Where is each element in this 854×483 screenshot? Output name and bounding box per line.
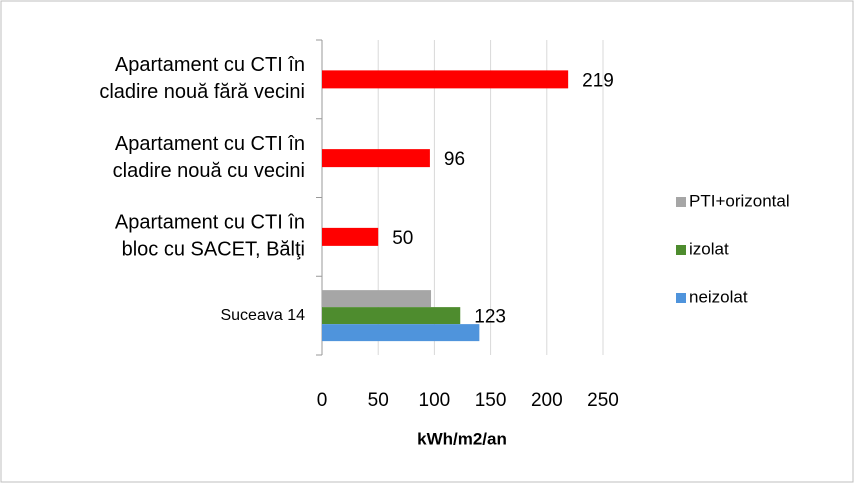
bar (322, 290, 432, 308)
data-label: 96 (444, 149, 465, 170)
bar (322, 307, 461, 325)
x-tick-label: 0 (317, 390, 328, 411)
legend-label: izolat (689, 239, 729, 258)
y-tick-label: bloc cu SACET, Bălţi (122, 239, 305, 261)
y-tick-label: cladire nouă fără vecini (99, 81, 305, 103)
x-axis-title: kWh/m2/an (417, 429, 507, 448)
legend-swatch (676, 197, 686, 207)
legend-label: neizolat (689, 287, 748, 306)
bar (322, 324, 480, 342)
x-tick-label: 150 (475, 390, 507, 411)
bar (322, 227, 379, 246)
y-tick-label: Apartament cu CTI în (115, 212, 305, 234)
bar (322, 70, 569, 89)
y-tick-label: Apartament cu CTI în (115, 133, 305, 155)
bar (322, 149, 430, 168)
data-label: 219 (582, 70, 614, 91)
x-tick-label: 200 (531, 390, 563, 411)
x-tick-label: 100 (419, 390, 451, 411)
data-label: 50 (392, 228, 413, 249)
legend-swatch (676, 293, 686, 303)
y-tick-label: Suceava 14 (220, 307, 305, 324)
x-tick-label: 250 (587, 390, 619, 411)
y-tick-label: Apartament cu CTI în (115, 54, 305, 76)
legend-label: PTI+orizontal (689, 191, 790, 210)
x-tick-label: 50 (368, 390, 389, 411)
data-label: 123 (474, 307, 506, 328)
legend-swatch (676, 245, 686, 255)
y-tick-label: cladire nouă cu vecini (113, 160, 305, 182)
